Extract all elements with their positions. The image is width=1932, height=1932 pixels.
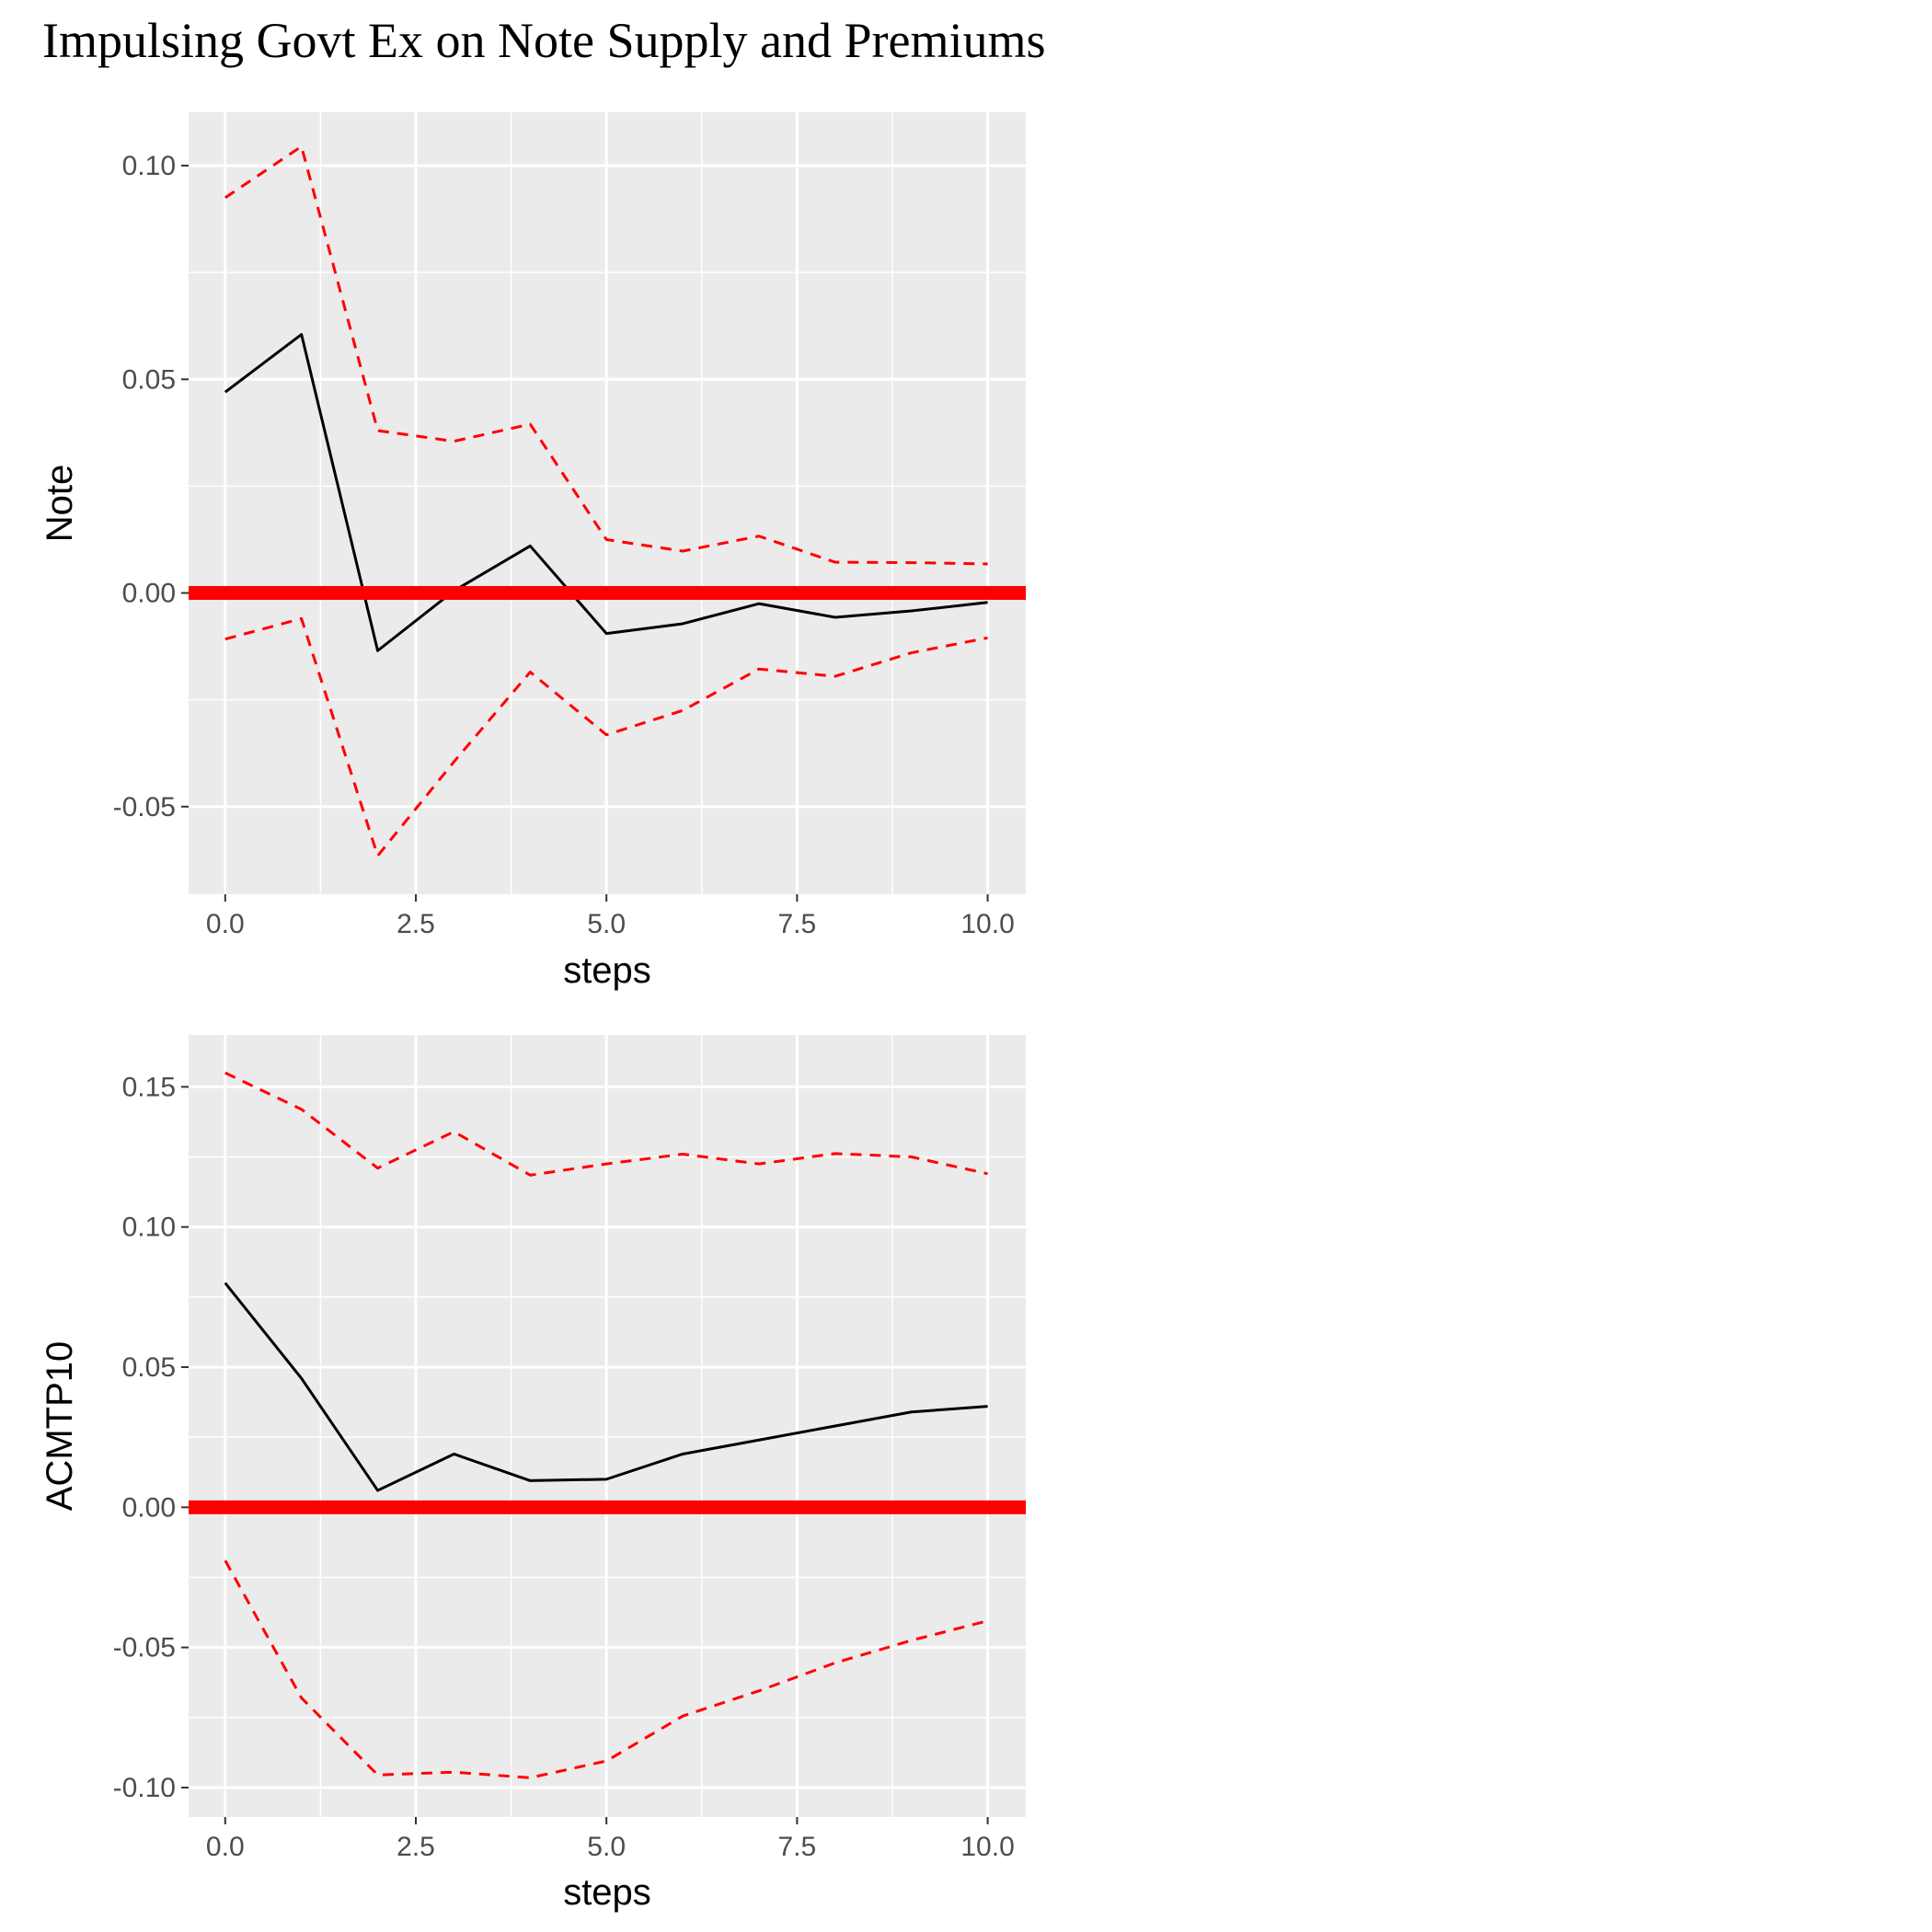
series-layer <box>189 144 1026 857</box>
y-tick-label: 0.10 <box>122 1213 176 1243</box>
y-axis-title: Note <box>40 465 80 543</box>
x-tick-label: 10.0 <box>960 1832 1014 1862</box>
panel-acmtp10: -0.10 -0.05 0.00 0.05 0.10 0.15 0.0 2.5 5.0 7.5 1… <box>40 1035 1026 1913</box>
y-tick-label: 0.10 <box>122 151 176 181</box>
x-ticks: 0.0 2.5 5.0 7.5 10.0 <box>206 894 1015 939</box>
x-tick-label: 5.0 <box>587 909 626 939</box>
y-ticks: -0.05 0.00 0.05 0.10 <box>113 151 189 822</box>
y-tick-label: 0.00 <box>122 1492 176 1523</box>
y-tick-label: -0.10 <box>113 1773 176 1803</box>
series-lower-line <box>224 1559 988 1779</box>
y-tick-label: 0.05 <box>122 364 176 395</box>
y-ticks: -0.10 -0.05 0.00 0.05 0.10 0.15 <box>113 1072 189 1803</box>
y-tick-label: 0.00 <box>122 579 176 609</box>
y-axis-title: ACMTP10 <box>40 1341 80 1512</box>
x-tick-label: 7.5 <box>778 909 817 939</box>
x-tick-label: 2.5 <box>397 909 435 939</box>
x-tick-label: 0.0 <box>206 909 245 939</box>
series-layer <box>189 1071 1026 1779</box>
x-axis-title: steps <box>563 1872 651 1913</box>
y-tick-label: -0.05 <box>113 1633 176 1663</box>
x-axis-title: steps <box>563 950 651 991</box>
grid-major <box>189 1035 1026 1817</box>
x-tick-label: 10.0 <box>960 909 1014 939</box>
chart-title: Impulsing Govt Ex on Note Supply and Pre… <box>42 13 1045 68</box>
x-tick-label: 2.5 <box>397 1832 435 1862</box>
x-tick-label: 7.5 <box>778 1832 817 1862</box>
x-tick-label: 0.0 <box>206 1832 245 1862</box>
y-tick-label: -0.05 <box>113 792 176 822</box>
panel-note: -0.050.000.050.10 0.0 2.5 5.0 7.5 10.0 Note … <box>40 112 1026 991</box>
y-tick-label: 0.15 <box>122 1072 176 1102</box>
y-tick-label: 0.05 <box>122 1352 176 1383</box>
x-ticks: 0.0 2.5 5.0 7.5 10.0 <box>206 1817 1015 1862</box>
x-tick-label: 5.0 <box>587 1832 626 1862</box>
